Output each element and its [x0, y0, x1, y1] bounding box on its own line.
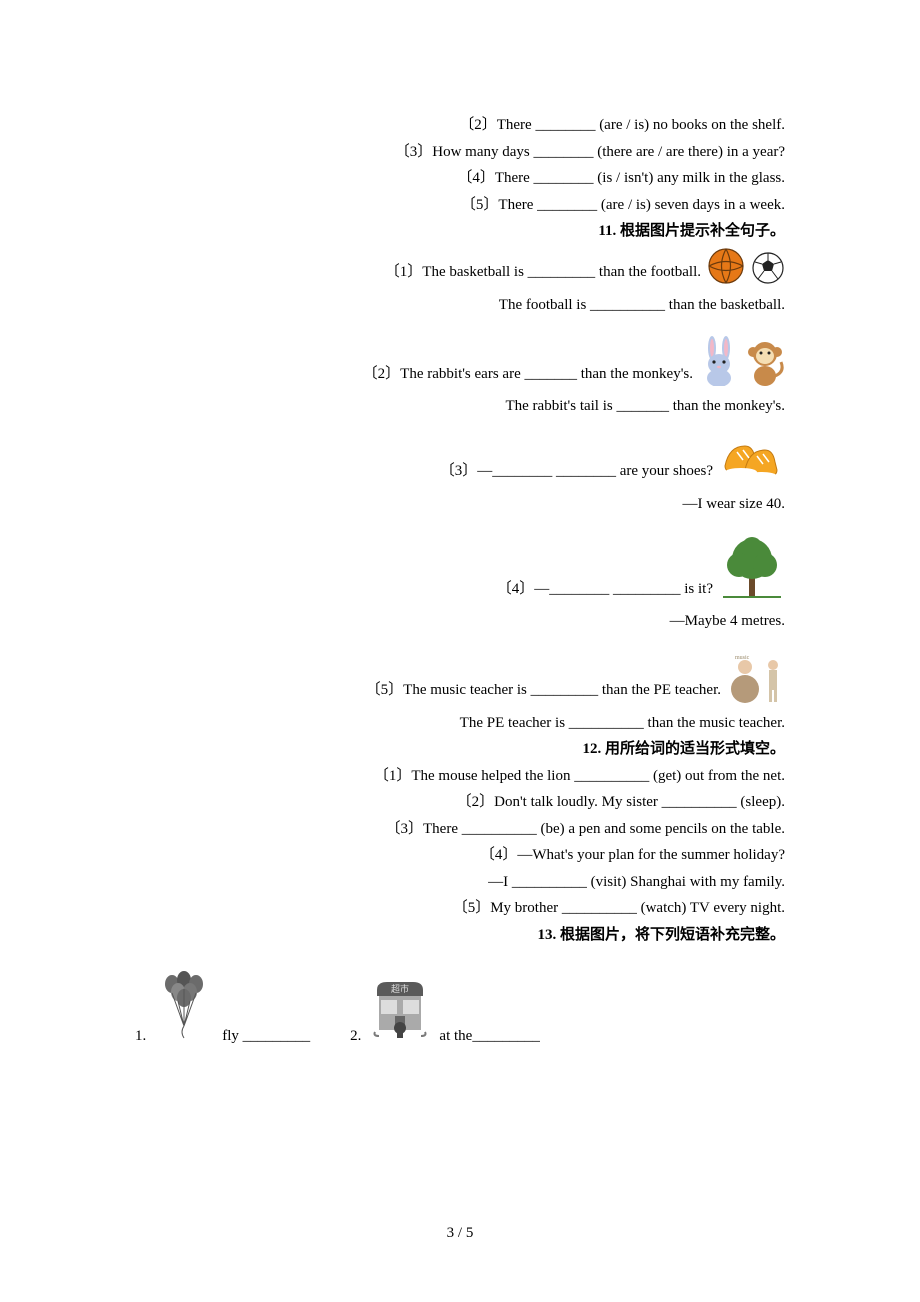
q12-item-3: 〔3〕There __________ (be) a pen and some …: [135, 818, 785, 841]
svg-text:超市: 超市: [391, 983, 409, 994]
balloons-icon: [152, 968, 216, 1045]
shoes-icon: [719, 436, 785, 489]
q13-title: 13. 根据图片，将下列短语补充完整。: [135, 924, 785, 947]
teachers-icon: music: [727, 651, 785, 708]
q11-item-1b: The football is __________ than the bask…: [135, 294, 785, 317]
q11-item-2a-text: 〔2〕The rabbit's ears are _______ than th…: [363, 363, 693, 392]
football-icon: [751, 251, 785, 290]
basketball-icon: [707, 247, 745, 290]
q11-item-5b: The PE teacher is __________ than the mu…: [135, 712, 785, 735]
q11-item-4b: —Maybe 4 metres.: [135, 610, 785, 633]
q11-title: 11. 根据图片提示补全句子。: [135, 220, 785, 243]
q13-item-1: 1. fly _________: [135, 968, 310, 1045]
q13-item-2-num: 2.: [350, 1028, 361, 1045]
q13-item-2-text: at the_________: [439, 1028, 539, 1045]
q11-item-1a-text: 〔1〕The basketball is _________ than the …: [385, 261, 701, 290]
q10-item-5: 〔5〕There ________ (are / is) seven days …: [135, 194, 785, 217]
supermarket-icon: 超市: [367, 976, 433, 1045]
rabbit-icon: [699, 334, 739, 391]
svg-text:music: music: [735, 655, 750, 661]
q13-item-1-num: 1.: [135, 1028, 146, 1045]
q11-item-2a: 〔2〕The rabbit's ears are _______ than th…: [135, 334, 785, 391]
q11-item-2b: The rabbit's tail is _______ than the mo…: [135, 395, 785, 418]
q11-item-5a: 〔5〕The music teacher is _________ than t…: [135, 651, 785, 708]
q11-item-4a-text: 〔4〕—________ _________ is it?: [497, 578, 713, 607]
q12-item-5: 〔5〕My brother __________ (watch) TV ever…: [135, 897, 785, 920]
q11-item-4a: 〔4〕—________ _________ is it?: [135, 533, 785, 606]
q12-item-4b: —I __________ (visit) Shanghai with my f…: [135, 871, 785, 894]
q13-row: 1. fly _________ 2. 超: [135, 968, 785, 1045]
page-footer: 3 / 5: [0, 1225, 920, 1242]
q11-item-1a: 〔1〕The basketball is _________ than the …: [135, 247, 785, 290]
q11-item-3a: 〔3〕—________ ________ are your shoes?: [135, 436, 785, 489]
q12-item-4a: 〔4〕—What's your plan for the summer holi…: [135, 844, 785, 867]
q11-item-3b: —I wear size 40.: [135, 493, 785, 516]
monkey-icon: [745, 334, 785, 391]
q12-item-1: 〔1〕The mouse helped the lion __________ …: [135, 765, 785, 788]
tree-icon: [719, 533, 785, 606]
q11-item-3a-text: 〔3〕—________ ________ are your shoes?: [440, 460, 713, 489]
q10-item-4: 〔4〕There ________ (is / isn't) any milk …: [135, 167, 785, 190]
q11-item-5a-text: 〔5〕The music teacher is _________ than t…: [366, 679, 721, 708]
q12-title: 12. 用所给词的适当形式填空。: [135, 738, 785, 761]
q13-item-2: 2. 超市 at the_________: [350, 976, 540, 1045]
page-content: 〔2〕There ________ (are / is) no books on…: [0, 0, 920, 1045]
q12-item-2: 〔2〕Don't talk loudly. My sister ________…: [135, 791, 785, 814]
q10-item-3: 〔3〕How many days ________ (there are / a…: [135, 141, 785, 164]
q10-item-2: 〔2〕There ________ (are / is) no books on…: [135, 114, 785, 137]
q13-item-1-text: fly _________: [222, 1028, 310, 1045]
